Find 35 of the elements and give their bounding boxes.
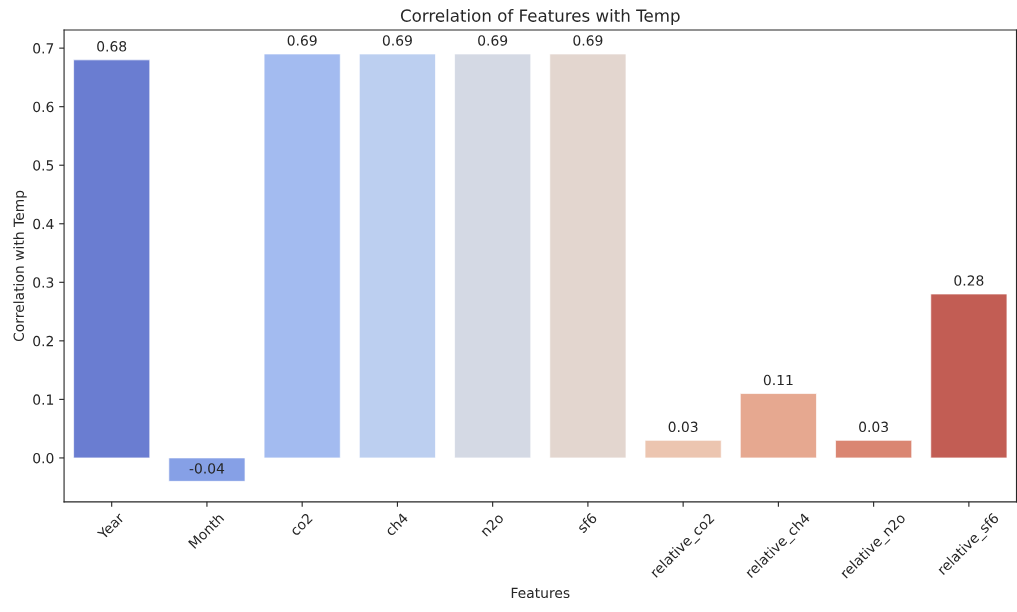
data-label: 0.69 — [573, 35, 603, 46]
chart-title: Correlation of Features with Temp — [400, 8, 680, 26]
y-tick-label: 0.4 — [33, 218, 54, 230]
y-tick-label: 0.1 — [33, 394, 54, 405]
data-label: 0.11 — [763, 374, 793, 386]
data-label: 0.28 — [954, 275, 984, 286]
bar — [644, 440, 722, 459]
data-label: 0.03 — [668, 421, 698, 433]
y-axis-title: Correlation with Temp — [13, 190, 27, 342]
y-tick-label: 0.7 — [33, 43, 54, 54]
y-tick-label: 0.2 — [33, 335, 53, 347]
data-label: -0.04 — [189, 463, 225, 474]
bar — [358, 53, 436, 459]
bar — [549, 53, 627, 459]
bar — [73, 59, 151, 459]
data-label: 0.69 — [382, 35, 412, 46]
data-label: 0.69 — [287, 35, 317, 46]
bar — [739, 393, 817, 459]
y-tick-label: 0.0 — [33, 452, 54, 464]
data-label: 0.69 — [478, 35, 508, 46]
y-tick-label: 0.6 — [33, 101, 54, 113]
x-tick-label: n2o — [479, 512, 505, 537]
bar — [263, 53, 341, 459]
x-axis-title: Features — [511, 587, 570, 599]
bar — [835, 440, 913, 459]
bar — [930, 293, 1008, 459]
data-label: 0.03 — [859, 421, 888, 433]
x-tick-label: ch4 — [384, 512, 409, 537]
x-tick-label: co2 — [289, 512, 313, 537]
bar — [168, 457, 246, 482]
y-tick-label: 0.3 — [33, 277, 54, 288]
data-label: 0.68 — [97, 41, 127, 52]
bar — [454, 53, 532, 459]
y-tick-label: 0.5 — [33, 160, 54, 171]
x-tick-label: sf6 — [576, 512, 598, 534]
